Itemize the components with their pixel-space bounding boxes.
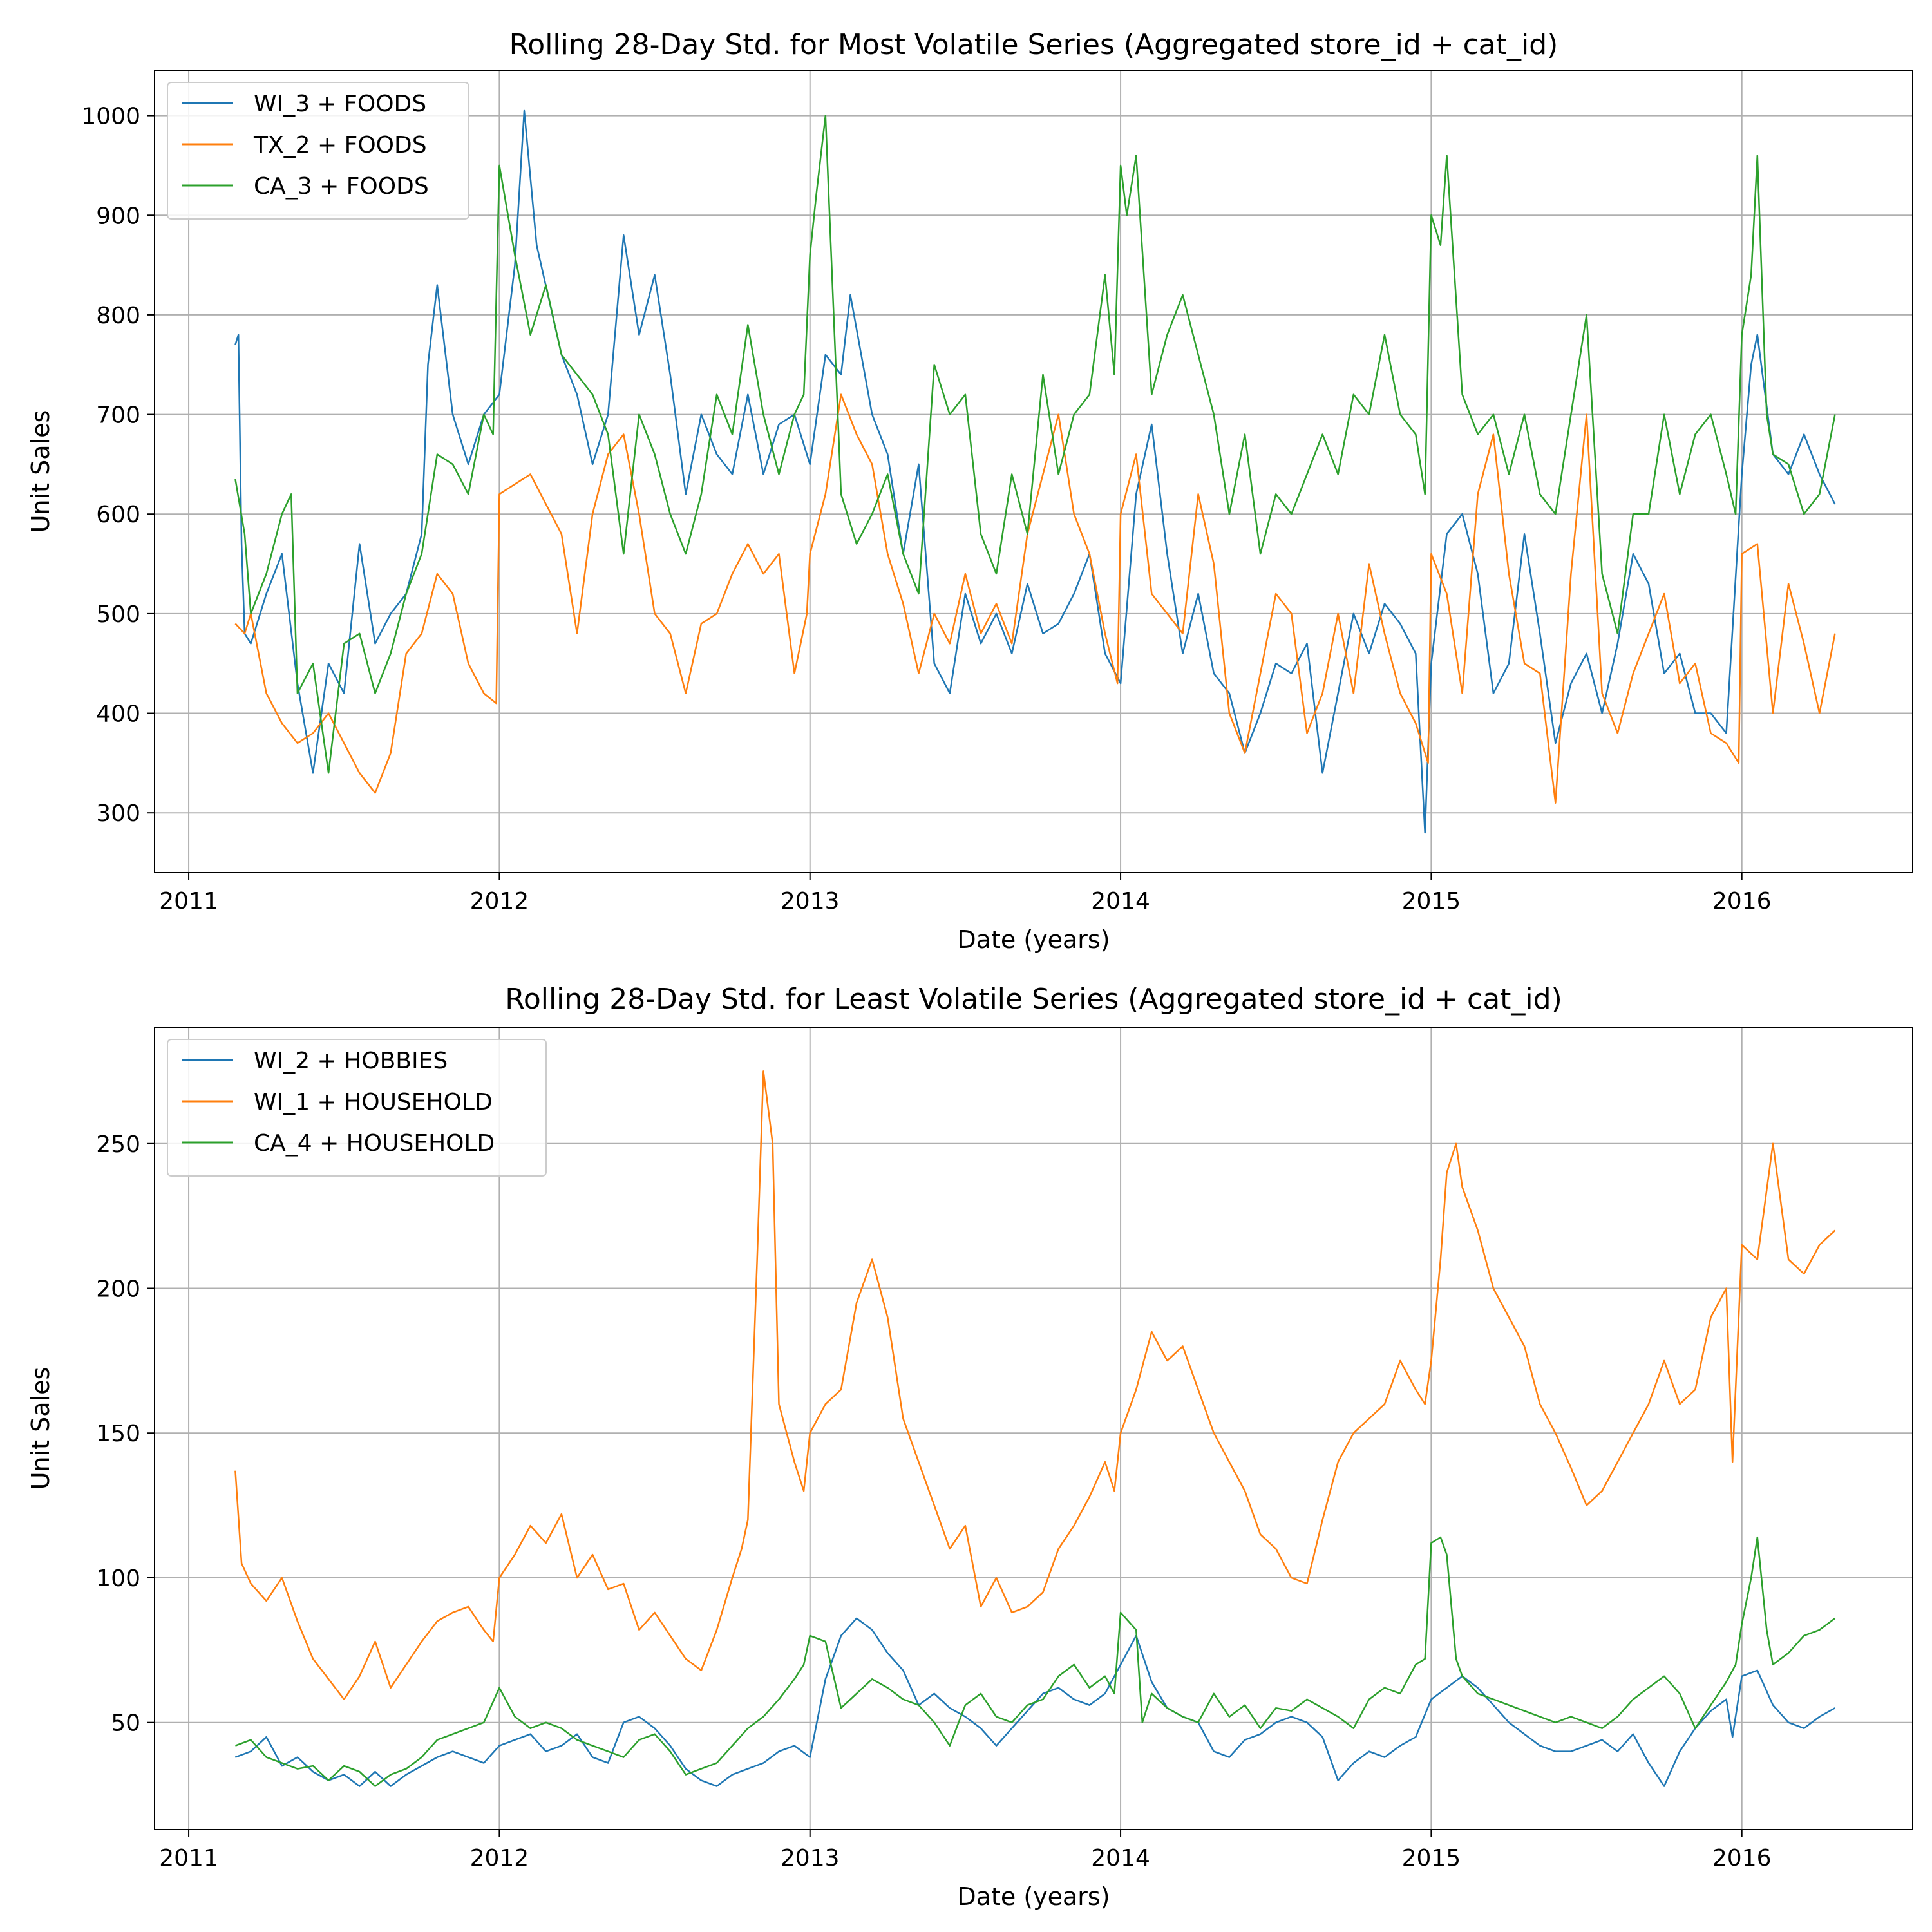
y-tick-label: 250 xyxy=(96,1132,140,1158)
y-tick-label: 800 xyxy=(96,303,140,329)
x-tick-label: 2014 xyxy=(1091,888,1150,914)
x-tick-label: 2012 xyxy=(470,1845,529,1871)
plot-frame xyxy=(154,70,1913,873)
x-tick-label: 2012 xyxy=(470,888,529,914)
series-line xyxy=(234,1070,1836,1700)
legend-label: WI_1 + HOUSEHOLD xyxy=(254,1089,493,1115)
axis-ticks: 2011 2012 2013 2014 2015 2016 50 100 150 200 250 xyxy=(96,1132,1771,1871)
x-tick-label: 2016 xyxy=(1712,1845,1772,1871)
gridlines xyxy=(155,71,1913,873)
y-tick-label: 900 xyxy=(96,203,140,229)
y-axis-label: Unit Sales xyxy=(26,1367,55,1490)
series-line xyxy=(234,393,1836,804)
legend: WI_3 + FOODS TX_2 + FOODS CA_3 + FOODS xyxy=(167,82,469,220)
x-tick-label: 2011 xyxy=(159,888,218,914)
series-line xyxy=(234,1536,1836,1787)
y-tick-label: 200 xyxy=(96,1276,140,1303)
legend: WI_2 + HOBBIES WI_1 + HOUSEHOLD CA_4 + HOU… xyxy=(167,1039,547,1177)
y-axis-label: Unit Sales xyxy=(26,410,55,533)
y-tick-label: 150 xyxy=(96,1421,140,1447)
x-tick-label: 2013 xyxy=(781,888,840,914)
x-tick-label: 2011 xyxy=(159,1845,218,1871)
x-tick-label: 2015 xyxy=(1402,888,1461,914)
plot-lines xyxy=(234,109,1836,834)
legend-label: CA_4 + HOUSEHOLD xyxy=(254,1130,495,1157)
y-tick-label: 700 xyxy=(96,402,140,429)
x-axis-label: Date (years) xyxy=(957,925,1110,954)
legend-label: TX_2 + FOODS xyxy=(253,132,427,158)
axis-ticks: 2011 2012 2013 2014 2015 2016 300 400 500 600 700 8… xyxy=(81,104,1771,914)
series-line xyxy=(234,109,1836,834)
plot-lines xyxy=(234,1070,1836,1787)
x-axis-label: Date (years) xyxy=(957,1882,1110,1911)
y-tick-label: 600 xyxy=(96,502,140,528)
legend-label: WI_3 + FOODS xyxy=(254,91,426,117)
y-tick-label: 400 xyxy=(96,701,140,728)
y-tick-label: 300 xyxy=(96,800,140,827)
legend-box xyxy=(167,82,469,220)
x-tick-label: 2013 xyxy=(781,1845,840,1871)
x-tick-label: 2016 xyxy=(1712,888,1772,914)
chart-title: Rolling 28-Day Std. for Least Volatile S… xyxy=(505,983,1562,1016)
gridlines xyxy=(155,1028,1913,1830)
chart-most-volatile: Rolling 28-Day Std. for Most Volatile Se… xyxy=(26,28,1913,954)
y-tick-label: 1000 xyxy=(81,104,140,130)
chart-least-volatile: Rolling 28-Day Std. for Least Volatile S… xyxy=(26,983,1913,1911)
series-line xyxy=(234,115,1836,774)
legend-label: WI_2 + HOBBIES xyxy=(254,1048,448,1074)
legend-label: CA_3 + FOODS xyxy=(254,173,429,200)
legend-box xyxy=(167,1039,547,1177)
y-tick-label: 100 xyxy=(96,1566,140,1592)
x-tick-label: 2014 xyxy=(1091,1845,1150,1871)
y-tick-label: 50 xyxy=(111,1710,140,1737)
plot-frame xyxy=(154,1027,1913,1830)
chart-title: Rolling 28-Day Std. for Most Volatile Se… xyxy=(509,28,1558,61)
series-line xyxy=(234,1617,1836,1787)
y-tick-label: 500 xyxy=(96,601,140,628)
x-tick-label: 2015 xyxy=(1402,1845,1461,1871)
